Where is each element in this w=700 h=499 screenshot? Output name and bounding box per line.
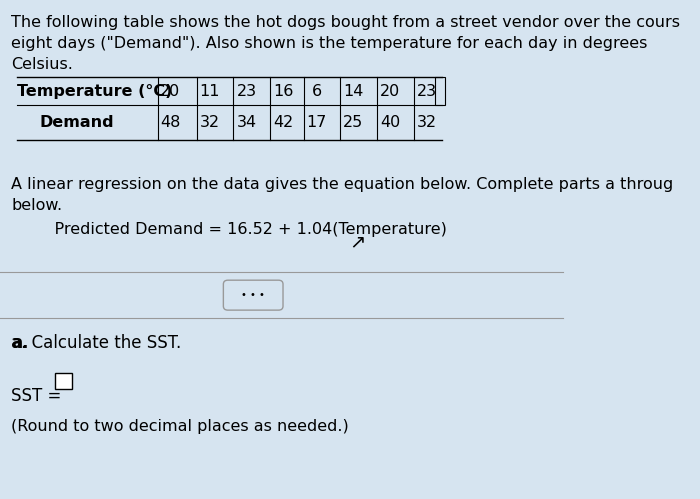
Text: • • •: • • • <box>241 290 265 300</box>
Text: a.: a. <box>11 334 29 352</box>
Text: 23: 23 <box>416 83 437 99</box>
Text: 11: 11 <box>199 83 220 99</box>
Text: A linear regression on the data gives the equation below. Complete parts a throu: A linear regression on the data gives th… <box>11 177 673 213</box>
Text: 34: 34 <box>237 115 256 130</box>
Text: ↗: ↗ <box>349 233 365 251</box>
Text: The following table shows the hot dogs bought from a street vendor over the cour: The following table shows the hot dogs b… <box>11 15 680 72</box>
Text: SST =: SST = <box>11 387 62 405</box>
FancyBboxPatch shape <box>435 77 445 105</box>
Text: 16: 16 <box>273 83 293 99</box>
Text: 20: 20 <box>160 83 181 99</box>
Text: 20: 20 <box>380 83 400 99</box>
Text: 23: 23 <box>237 83 256 99</box>
Text: (Round to two decimal places as needed.): (Round to two decimal places as needed.) <box>11 419 349 434</box>
Text: 42: 42 <box>273 115 293 130</box>
Text: 48: 48 <box>160 115 181 130</box>
Text: Predicted Demand = 16.52 + 1.04(Temperature): Predicted Demand = 16.52 + 1.04(Temperat… <box>34 222 447 237</box>
Text: 32: 32 <box>416 115 437 130</box>
Text: 17: 17 <box>307 115 327 130</box>
Text: 32: 32 <box>199 115 220 130</box>
Text: 6: 6 <box>312 83 322 99</box>
Text: 14: 14 <box>343 83 363 99</box>
FancyBboxPatch shape <box>223 280 283 310</box>
Text: 40: 40 <box>380 115 400 130</box>
Text: 25: 25 <box>343 115 363 130</box>
Text: Demand: Demand <box>39 115 114 130</box>
Text: a. Calculate the SST.: a. Calculate the SST. <box>11 334 181 352</box>
Text: Temperature (°C): Temperature (°C) <box>17 83 172 99</box>
FancyBboxPatch shape <box>55 373 72 389</box>
